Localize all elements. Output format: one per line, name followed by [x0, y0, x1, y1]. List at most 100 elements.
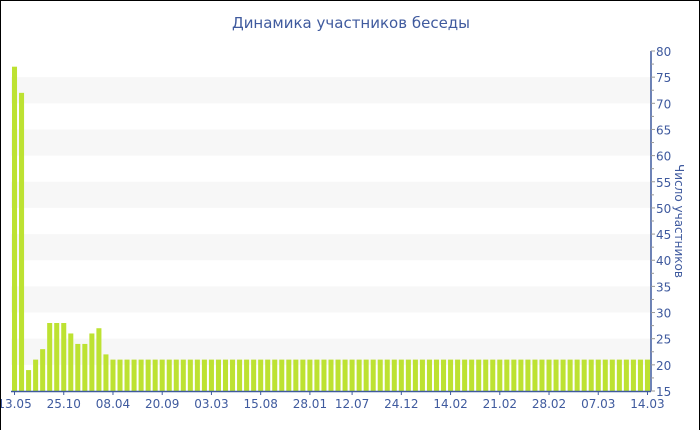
y-tick-label: 20	[656, 359, 671, 373]
bar	[237, 359, 243, 391]
bar	[595, 359, 601, 391]
x-tick-label: 08.04	[96, 397, 130, 411]
bar	[518, 359, 524, 391]
bar	[588, 359, 594, 391]
bar	[574, 359, 580, 391]
y-tick-label: 35	[656, 280, 671, 294]
bar	[384, 359, 390, 391]
bar	[581, 359, 587, 391]
bar	[448, 359, 454, 391]
bar	[349, 359, 355, 391]
grid-band	[11, 286, 651, 313]
bar	[356, 359, 362, 391]
bar	[623, 359, 629, 391]
grid-band	[11, 181, 651, 208]
bar	[462, 359, 468, 391]
bar	[279, 359, 285, 391]
bar	[483, 359, 489, 391]
bar	[138, 359, 144, 391]
bar	[194, 359, 200, 391]
bar	[54, 323, 60, 391]
x-tick-label: 14.02	[433, 397, 467, 411]
bar	[469, 359, 475, 391]
y-tick-label: 30	[656, 307, 671, 321]
x-tick-label: 07.03	[581, 397, 615, 411]
bar	[103, 354, 109, 391]
bar	[511, 359, 517, 391]
bar	[644, 359, 650, 391]
y-tick-label: 65	[656, 123, 671, 137]
bar	[433, 359, 440, 391]
bar	[609, 359, 615, 391]
chart-title: Динамика участников беседы	[231, 14, 471, 32]
bar	[546, 359, 552, 391]
x-tick-label: 12.07	[335, 397, 369, 411]
bar	[110, 359, 116, 391]
bar	[187, 359, 193, 391]
x-tick-label: 21.02	[483, 397, 517, 411]
bar	[272, 359, 278, 391]
bar	[75, 343, 81, 391]
x-tick-label: 28.01	[293, 397, 327, 411]
bar	[173, 359, 179, 391]
bar	[201, 359, 207, 391]
bar	[504, 359, 510, 391]
bar	[363, 359, 369, 391]
bar	[265, 359, 271, 391]
bar	[26, 370, 32, 391]
bar	[602, 359, 608, 391]
x-tick-label: 24.12	[384, 397, 418, 411]
grid-band	[11, 129, 651, 156]
bar	[419, 359, 425, 391]
bar	[222, 359, 229, 391]
bar	[377, 359, 383, 391]
x-tick-label: 15.08	[243, 397, 277, 411]
bar	[412, 359, 418, 391]
bar	[293, 359, 299, 391]
bar	[553, 359, 559, 391]
bar	[117, 359, 123, 391]
y-tick-label: 45	[656, 228, 671, 242]
bar	[490, 359, 496, 391]
bar	[145, 359, 151, 391]
bar	[208, 359, 214, 391]
bar	[532, 359, 538, 391]
bar	[258, 359, 264, 391]
bar	[630, 359, 636, 391]
bar	[89, 333, 95, 391]
bar	[19, 92, 25, 391]
bar	[391, 359, 397, 391]
bar	[230, 359, 236, 391]
y-tick-label: 25	[656, 333, 671, 347]
y-tick-label: 50	[656, 202, 671, 216]
y-tick-label: 70	[656, 97, 671, 111]
bar	[124, 359, 130, 391]
x-tick-label: 03.03	[194, 397, 228, 411]
bar	[251, 359, 257, 391]
bar	[166, 359, 172, 391]
bar	[342, 359, 348, 391]
bar	[215, 359, 221, 391]
bar	[560, 359, 566, 391]
x-tick-label: 13.05	[1, 397, 32, 411]
bar	[307, 359, 313, 391]
bar	[328, 359, 334, 391]
bar	[405, 359, 411, 391]
bar	[244, 359, 250, 391]
bar	[33, 359, 39, 391]
bar	[82, 343, 88, 391]
bar	[398, 359, 404, 391]
bar	[370, 359, 376, 391]
grid-band	[11, 234, 651, 261]
bar	[637, 359, 643, 391]
bar	[286, 359, 292, 391]
y-tick-label: 80	[656, 45, 671, 59]
bar	[180, 359, 186, 391]
bar	[455, 359, 461, 391]
bar	[539, 359, 545, 391]
bar	[616, 359, 622, 391]
x-tick-label: 28.02	[532, 397, 566, 411]
bar	[321, 359, 327, 391]
bar	[567, 359, 573, 391]
